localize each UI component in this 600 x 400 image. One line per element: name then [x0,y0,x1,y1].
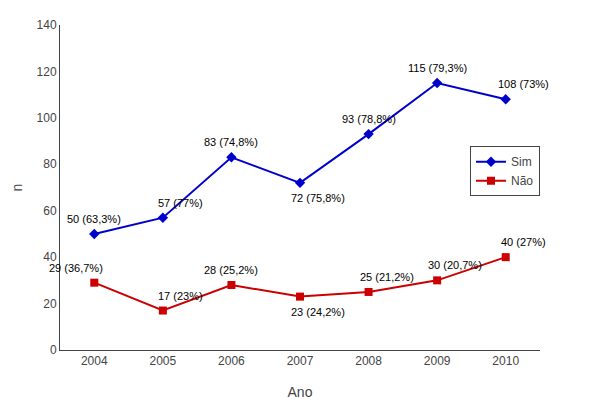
svg-text:0: 0 [50,343,57,357]
svg-text:50 (63,3%): 50 (63,3%) [67,213,121,225]
svg-text:Ano: Ano [288,384,313,400]
svg-text:30 (20,7%): 30 (20,7%) [428,259,482,271]
svg-text:Não: Não [511,174,533,188]
svg-text:140: 140 [37,18,57,32]
svg-text:60: 60 [43,204,57,218]
svg-text:100: 100 [37,111,57,125]
svg-text:n: n [9,184,25,192]
svg-text:2010: 2010 [492,354,519,368]
svg-text:20: 20 [43,297,57,311]
svg-text:72 (75,8%): 72 (75,8%) [291,192,345,204]
svg-text:83 (74,8%): 83 (74,8%) [204,136,258,148]
svg-text:23 (24,2%): 23 (24,2%) [291,306,345,318]
svg-text:28 (25,2%): 28 (25,2%) [204,264,258,276]
svg-text:40 (27%): 40 (27%) [501,236,546,248]
svg-text:Sim: Sim [511,155,532,169]
svg-text:80: 80 [43,157,57,171]
svg-text:2004: 2004 [81,354,108,368]
svg-text:108 (73%): 108 (73%) [498,78,549,90]
svg-text:2005: 2005 [150,354,177,368]
svg-text:93 (78,8%): 93 (78,8%) [342,113,396,125]
svg-text:17 (23%): 17 (23%) [158,290,203,302]
svg-text:57 (77%): 57 (77%) [158,197,203,209]
svg-text:115 (79,3%): 115 (79,3%) [408,62,467,74]
svg-text:25 (21,2%): 25 (21,2%) [360,271,414,283]
svg-text:2008: 2008 [355,354,382,368]
svg-text:2006: 2006 [218,354,245,368]
svg-text:2007: 2007 [287,354,314,368]
svg-text:29 (36,7%): 29 (36,7%) [49,262,103,274]
svg-text:40: 40 [43,250,57,264]
svg-text:2009: 2009 [424,354,451,368]
svg-text:120: 120 [37,65,57,79]
